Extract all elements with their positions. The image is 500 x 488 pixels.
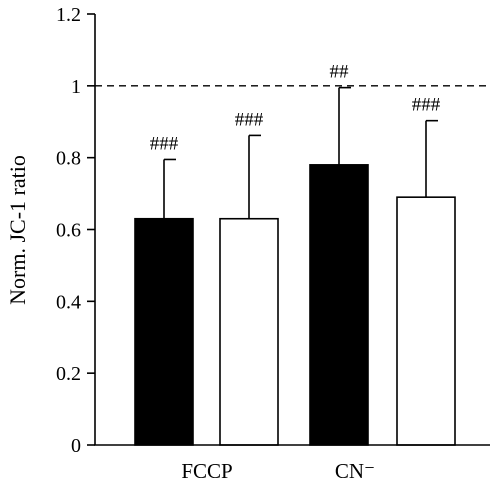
y-tick-label-5: 1 — [71, 76, 81, 98]
bars: ########### — [134, 62, 456, 446]
bar-1 — [219, 217, 279, 446]
x-category-label-0: FCCP — [181, 459, 232, 483]
y-axis: 0 0.2 0.4 0.6 0.8 1 1.2 — [56, 4, 96, 457]
bar-3 — [396, 196, 456, 446]
y-tick-label-6: 1.2 — [56, 4, 81, 26]
significance-label-2: ## — [330, 62, 350, 83]
y-tick-label-4: 0.8 — [56, 148, 81, 170]
y-tick-label-0: 0 — [71, 435, 81, 457]
y-axis-title: Norm. JC-1 ratio — [5, 155, 30, 305]
bar-0 — [134, 217, 194, 446]
y-tick-label-1: 0.2 — [56, 363, 81, 385]
x-category-label-1: CN⁻ — [335, 459, 375, 483]
x-axis: FCCP CN⁻ — [94, 444, 490, 483]
significance-label-0: ### — [150, 133, 179, 154]
bar-2 — [309, 164, 369, 446]
y-tick-label-2: 0.4 — [56, 291, 81, 313]
significance-label-3: ### — [412, 95, 441, 116]
y-tick-label-3: 0.6 — [56, 220, 81, 242]
significance-label-1: ### — [235, 109, 264, 130]
